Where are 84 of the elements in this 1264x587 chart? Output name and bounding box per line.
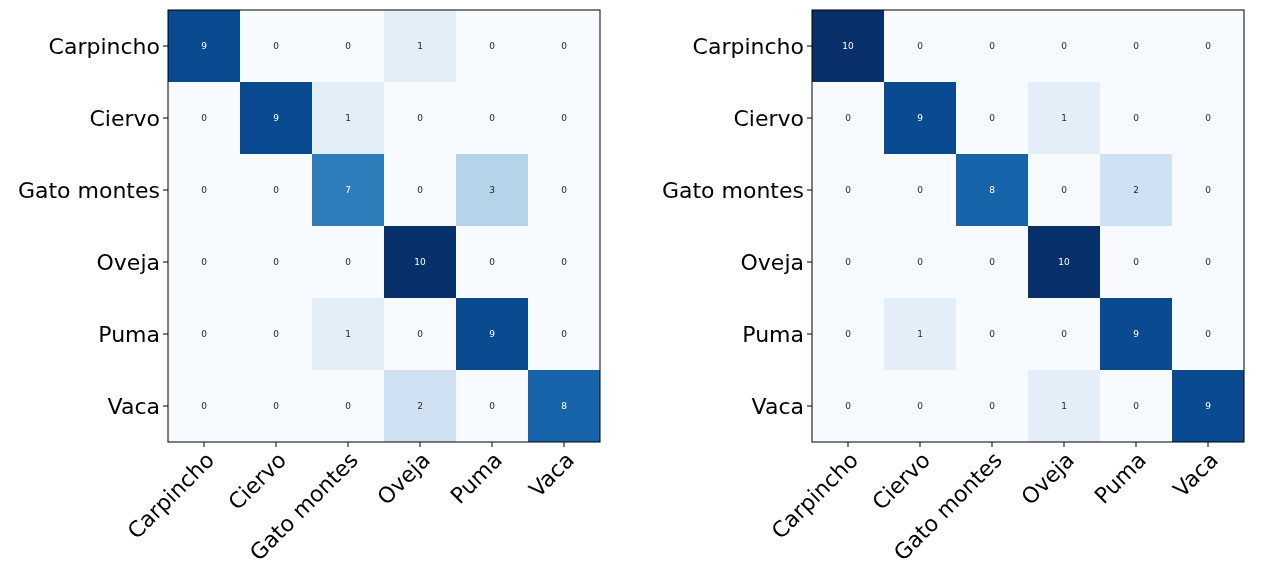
data-label: 8 — [989, 185, 996, 196]
data-label: 0 — [1133, 41, 1140, 52]
data-label: 0 — [1205, 113, 1212, 124]
data-label: 9 — [1205, 401, 1212, 412]
data-label: 0 — [201, 113, 208, 124]
data-label: 0 — [989, 401, 996, 412]
data-label: 3 — [489, 185, 495, 196]
data-label: 7 — [345, 185, 351, 196]
y-tick-label: Oveja — [96, 249, 160, 275]
data-label: 0 — [1133, 257, 1140, 268]
data-label: 0 — [345, 401, 352, 412]
data-label: 1 — [1061, 113, 1067, 124]
data-label: 10 — [1058, 257, 1070, 268]
data-label: 0 — [917, 257, 924, 268]
data-label: 0 — [1061, 41, 1068, 52]
data-label: 0 — [1205, 329, 1212, 340]
y-tick-label: Puma — [742, 321, 804, 347]
data-label: 8 — [561, 401, 568, 412]
y-tick-label: Gato montes — [17, 177, 160, 203]
y-tick-label: Carpincho — [48, 33, 160, 59]
y-tick-label: Vaca — [751, 393, 804, 419]
data-label: 0 — [1205, 41, 1212, 52]
data-label: 0 — [489, 257, 496, 268]
data-label: 0 — [489, 41, 496, 52]
data-label: 0 — [273, 329, 280, 340]
data-label: 0 — [989, 329, 996, 340]
data-label: 0 — [989, 257, 996, 268]
data-label: 1 — [345, 113, 351, 124]
data-label: 2 — [417, 401, 423, 412]
y-tick-label: Oveja — [740, 249, 804, 275]
data-label: 0 — [989, 113, 996, 124]
data-label: 0 — [201, 401, 208, 412]
data-label: 0 — [201, 185, 208, 196]
data-label: 0 — [273, 401, 280, 412]
data-label: 0 — [1061, 185, 1068, 196]
data-label: 2 — [1133, 185, 1139, 196]
data-label: 1 — [917, 329, 923, 340]
data-label: 0 — [201, 329, 208, 340]
y-tick-label: Gato montes — [661, 177, 804, 203]
data-label: 0 — [1205, 185, 1212, 196]
data-label: 0 — [917, 401, 924, 412]
data-label: 9 — [1133, 329, 1140, 340]
data-label: 0 — [273, 185, 280, 196]
data-label: 0 — [845, 257, 852, 268]
data-label: 9 — [201, 41, 208, 52]
data-label: 0 — [845, 113, 852, 124]
data-label: 0 — [845, 329, 852, 340]
data-label: 10 — [842, 41, 854, 52]
data-label: 0 — [417, 329, 424, 340]
data-label: 1 — [1061, 401, 1067, 412]
data-label: 0 — [845, 185, 852, 196]
data-label: 0 — [417, 185, 424, 196]
data-label: 0 — [1133, 401, 1140, 412]
data-label: 0 — [489, 401, 496, 412]
data-label: 0 — [561, 257, 568, 268]
data-label: 0 — [561, 185, 568, 196]
y-tick-label: Puma — [98, 321, 160, 347]
data-label: 0 — [917, 41, 924, 52]
y-tick-label: Carpincho — [692, 33, 804, 59]
data-label: 0 — [273, 257, 280, 268]
data-label: 9 — [489, 329, 496, 340]
y-tick-label: Vaca — [107, 393, 160, 419]
y-tick-label: Ciervo — [733, 105, 804, 131]
data-label: 0 — [989, 41, 996, 52]
data-label: 0 — [273, 41, 280, 52]
data-label: 0 — [917, 185, 924, 196]
data-label: 0 — [561, 113, 568, 124]
data-label: 0 — [1133, 113, 1140, 124]
data-label: 10 — [414, 257, 426, 268]
y-tick-label: Ciervo — [89, 105, 160, 131]
data-label: 0 — [489, 113, 496, 124]
data-label: 9 — [917, 113, 924, 124]
data-label: 0 — [417, 113, 424, 124]
data-label: 0 — [1205, 257, 1212, 268]
data-label: 0 — [561, 41, 568, 52]
data-label: 9 — [273, 113, 280, 124]
data-label: 0 — [345, 257, 352, 268]
data-label: 1 — [417, 41, 423, 52]
data-label: 0 — [201, 257, 208, 268]
data-label: 0 — [561, 329, 568, 340]
data-label: 0 — [1061, 329, 1068, 340]
data-label: 0 — [345, 41, 352, 52]
data-label: 0 — [845, 401, 852, 412]
data-label: 1 — [345, 329, 351, 340]
